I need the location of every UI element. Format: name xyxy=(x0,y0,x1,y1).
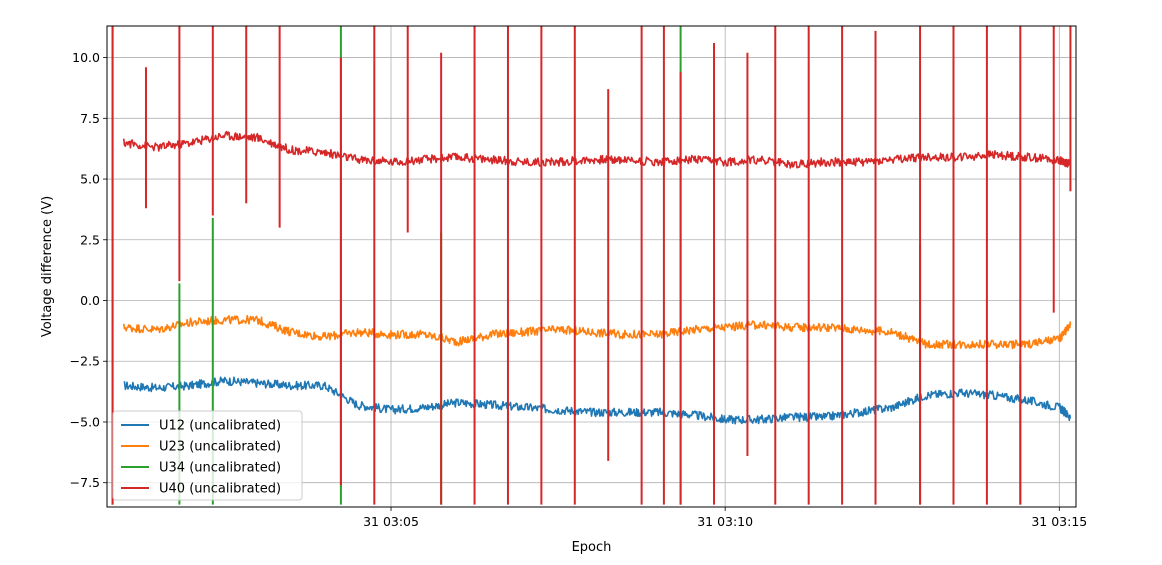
y-tick-label: 10.0 xyxy=(72,50,100,65)
y-tick-label: −5.0 xyxy=(70,414,100,429)
y-axis-label: Voltage difference (V) xyxy=(40,196,55,337)
legend: U12 (uncalibrated) U23 (uncalibrated) U34 … xyxy=(112,410,303,501)
x-tick-label: 31 03:10 xyxy=(697,514,753,529)
y-tick-label: 7.5 xyxy=(80,111,100,126)
plot-frame xyxy=(106,25,1077,508)
series-layer xyxy=(111,26,1072,505)
legend-box xyxy=(112,410,303,501)
legend-label: U12 (uncalibrated) xyxy=(159,419,281,434)
x-tick-label: 31 03:15 xyxy=(1031,514,1087,529)
y-tick-label: 5.0 xyxy=(80,172,100,187)
y-tick-label: −7.5 xyxy=(70,475,100,490)
y-tick-label: 0.0 xyxy=(80,293,100,308)
axis-ticks: 10.0 7.5 5.0 2.5 0.0 −2.5 −5.0 −7.5 31 03:05 31 0… xyxy=(70,50,1088,529)
x-axis-label: Epoch xyxy=(572,540,612,555)
legend-label: U23 (uncalibrated) xyxy=(159,440,281,455)
y-tick-label: 2.5 xyxy=(80,232,100,247)
x-tick-label: 31 03:05 xyxy=(363,514,419,529)
legend-label: U34 (uncalibrated) xyxy=(159,461,281,476)
y-tick-label: −2.5 xyxy=(70,354,100,369)
legend-label: U40 (uncalibrated) xyxy=(159,482,281,497)
